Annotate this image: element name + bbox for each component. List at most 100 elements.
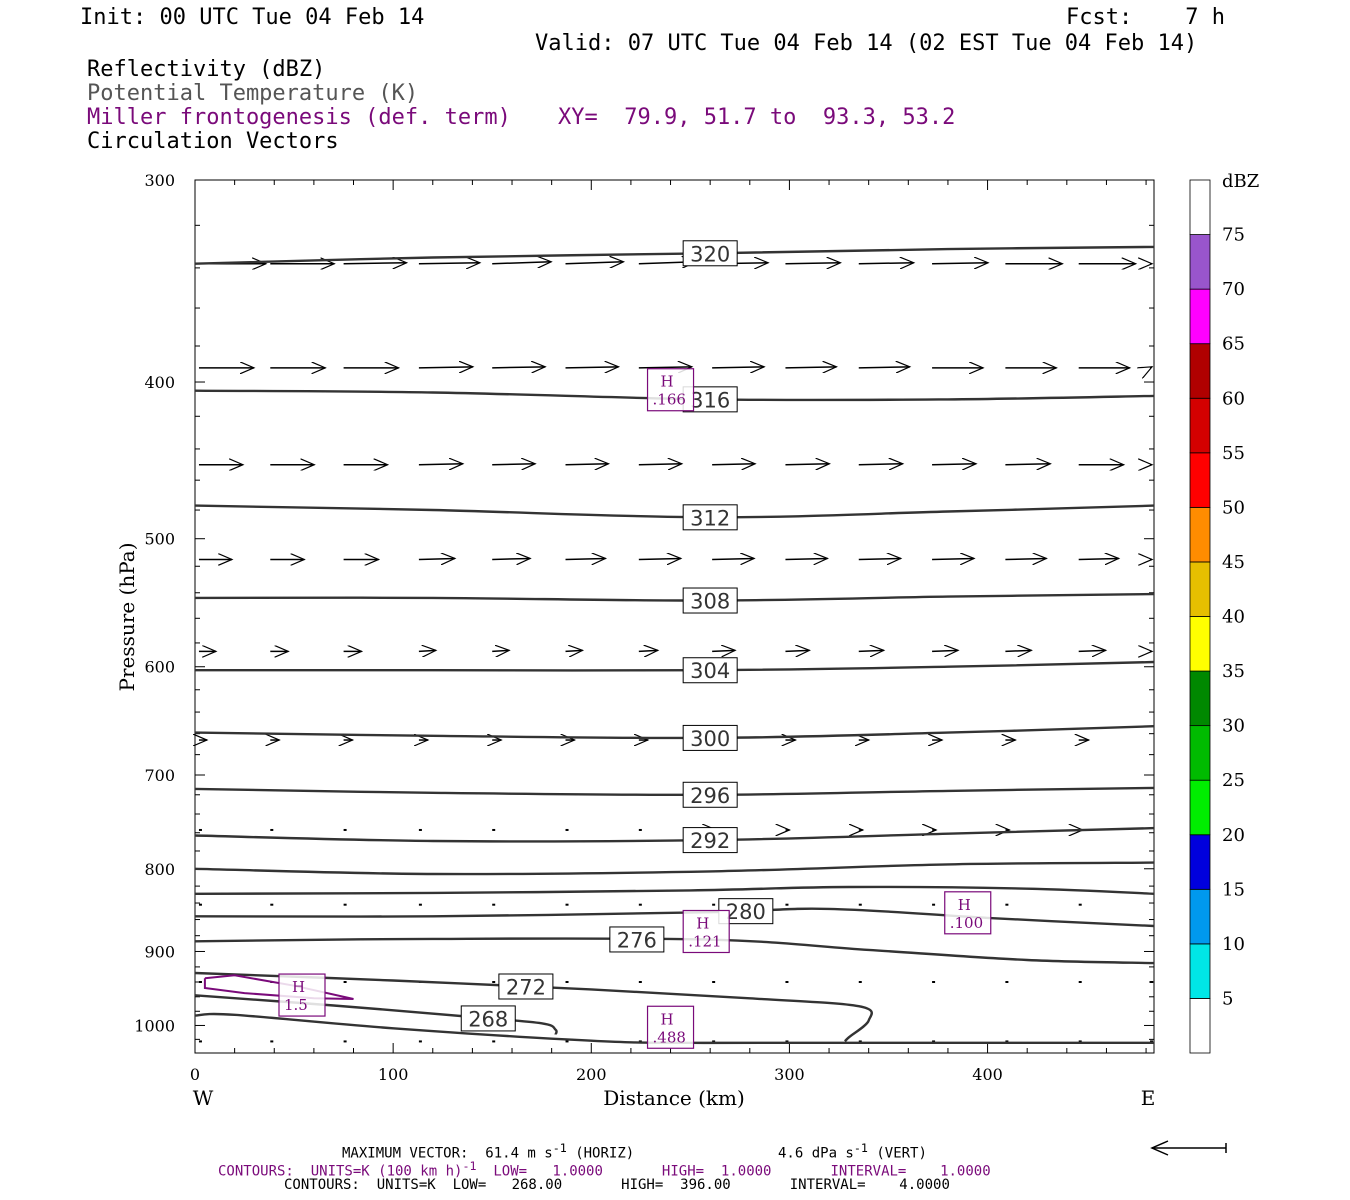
vector-arrow	[1150, 367, 1152, 368]
y-axis-label: Pressure (hPa)	[115, 543, 139, 692]
frontogenesis-high-value: .166	[653, 391, 686, 409]
vector-arrow	[492, 650, 509, 651]
frontogenesis-high-marker: H	[292, 978, 305, 996]
contour-label-box	[682, 587, 738, 614]
frontogenesis-high-marker: H	[958, 896, 971, 914]
colorbar-level-label: 70	[1222, 279, 1245, 300]
colorbar-level-label: 45	[1222, 552, 1245, 573]
frontogenesis-high-marker: H	[661, 1010, 674, 1028]
vector-arrow	[932, 558, 974, 559]
vector-arrow	[492, 558, 530, 559]
vector-arrow	[638, 558, 681, 559]
y-tick-label: 300	[144, 171, 175, 190]
theta-contour-line	[194, 1012, 1154, 1045]
theta-contour-label: 316	[690, 388, 730, 412]
frontogenesis-high-box	[278, 973, 326, 1017]
theta-contour-line	[194, 786, 1155, 797]
vector-arrow	[492, 262, 551, 264]
y-tick-label: 500	[144, 530, 175, 549]
vector-arrow	[492, 464, 535, 465]
x-tick-label: 200	[576, 1065, 607, 1084]
frontogenesis-high-box	[646, 1005, 695, 1049]
theta-contour-line	[194, 861, 1155, 876]
forecast-hour: Fcst: 7 h	[1066, 5, 1225, 30]
contour-label-box	[609, 926, 665, 953]
y-tick-label: 800	[144, 860, 175, 879]
cross-section-coords: XY= 79.9, 51.7 to 93.3, 53.2	[558, 105, 956, 130]
frontogenesis-high-value: .488	[653, 1028, 686, 1046]
vector-arrow	[785, 263, 840, 264]
frontogenesis-high-value: .121	[688, 932, 721, 950]
vector-arrow	[492, 367, 545, 368]
init-time: Init: 00 UTC Tue 04 Feb 14	[80, 5, 425, 30]
max-vector-vert: 4.6 dPa s-1 (VERT)	[778, 1141, 927, 1162]
colorbar-level-label: 40	[1222, 607, 1245, 628]
theta-contour-label: 312	[690, 506, 730, 530]
colorbar-swatch	[1189, 288, 1211, 345]
colorbar-swatch	[1189, 888, 1211, 945]
vector-arrow	[418, 367, 473, 368]
colorbar-level-label: 10	[1222, 934, 1245, 955]
x-axis-label: Distance (km)	[603, 1086, 745, 1110]
vector-arrow	[858, 558, 901, 559]
theta-contour-label: 292	[690, 829, 730, 853]
theta-contour-label: 304	[690, 659, 730, 683]
vector-arrow	[1005, 464, 1050, 465]
frontogenesis-high-marker: H	[696, 914, 709, 932]
frontogenesis-high-marker: H	[661, 373, 674, 391]
x-tick-label: 100	[378, 1065, 409, 1084]
theta-contour-line	[194, 937, 1155, 965]
vector-arrow	[565, 650, 583, 651]
vector-arrow	[565, 262, 624, 264]
colorbar-swatch	[1189, 179, 1211, 235]
y-tick-label: 600	[144, 658, 175, 677]
colorbar-level-label: 65	[1222, 334, 1245, 355]
frontogenesis-high-value: .100	[950, 914, 983, 932]
colorbar-level-label: 60	[1222, 388, 1245, 409]
vector-arrow	[418, 263, 480, 264]
theta-contours: 320 316 312 308 304 300 296 292 280 276 272 268	[194, 240, 1155, 1045]
theta-contour-label: 268	[468, 1007, 508, 1031]
frontogenesis-high-value: 1.5	[284, 996, 308, 1014]
contour-label-box	[682, 781, 738, 808]
vector-arrow	[418, 464, 463, 465]
theta-contour-line	[194, 971, 873, 1043]
max-vector-horiz: MAXIMUM VECTOR: 61.4 m s-1 (HORIZ)	[342, 1141, 635, 1162]
vector-arrow	[712, 464, 755, 465]
theta-contour-line	[194, 660, 1155, 672]
vector-arrow	[565, 464, 609, 465]
vector-arrow	[932, 464, 976, 465]
vector-arrow	[638, 367, 692, 368]
vector-arrow	[1005, 650, 1031, 651]
colorbar-level-label: 35	[1222, 661, 1245, 682]
colorbar-level-label: 50	[1222, 497, 1245, 518]
theta-contour-line	[194, 245, 1155, 265]
vector-arrow	[1078, 558, 1119, 559]
plot-frame	[194, 179, 1155, 1054]
colorbar: 5 10 15 20 25 30 35 40 45 50 55 60 65 70 75 dBZ	[1189, 171, 1259, 1054]
vector-arrow	[785, 367, 836, 368]
colorbar-swatch	[1189, 779, 1211, 836]
frontogenesis-high-box	[682, 909, 730, 954]
vector-arrow	[565, 367, 619, 368]
vector-arrow	[785, 558, 827, 559]
colorbar-swatch	[1189, 397, 1211, 454]
vector-arrow	[858, 650, 884, 651]
east-label: E	[1141, 1086, 1156, 1110]
vector-arrow	[858, 464, 903, 465]
x-tick-label: 300	[774, 1065, 805, 1084]
vector-arrow	[418, 558, 455, 559]
colorbar-swatch	[1189, 670, 1211, 727]
vector-arrow	[712, 367, 764, 368]
vector-arrow	[343, 263, 407, 264]
reference-vector-head	[1150, 1140, 1169, 1156]
vector-arrow	[858, 263, 914, 264]
vector-arrow	[932, 650, 958, 651]
vector-arrow	[932, 263, 988, 264]
theta-contour-line	[194, 504, 1155, 519]
y-tick-label: 900	[144, 942, 175, 961]
theta-contour-line	[194, 592, 1155, 602]
theta-contour-label: 296	[690, 784, 730, 808]
